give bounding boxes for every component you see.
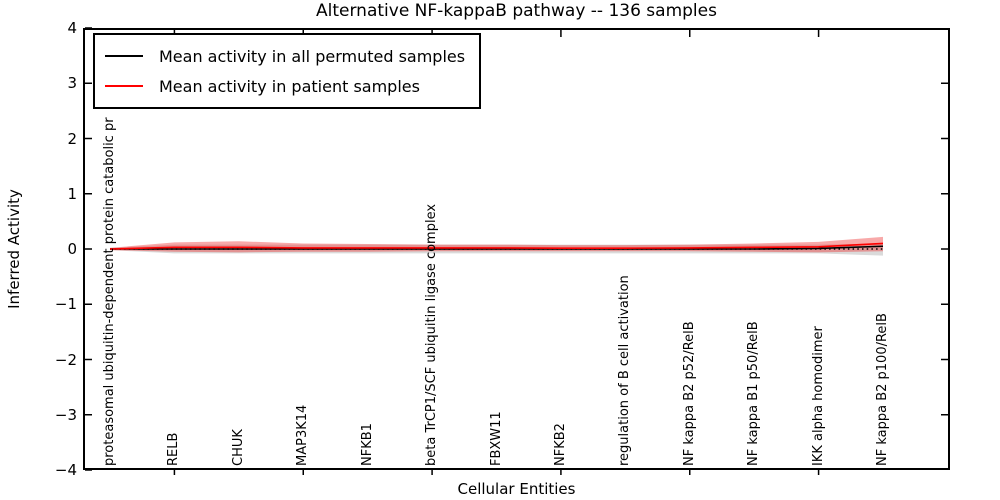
patient-samples-band <box>110 236 883 253</box>
y-tick-label: 2 <box>67 129 77 148</box>
legend-entry-permuted: Mean activity in all permuted samples <box>105 41 465 71</box>
x-tick-label: NF kappa B2 p100/RelB <box>875 313 890 466</box>
y-tick-label: −3 <box>54 405 77 424</box>
y-axis-label: Inferred Activity <box>5 189 23 309</box>
x-tick-label: MAP3K14 <box>295 404 311 466</box>
x-tick-label: CHUK <box>230 429 246 466</box>
x-tick-label: IKK alpha homodimer <box>810 326 826 466</box>
legend: Mean activity in all permuted samples Me… <box>93 33 482 109</box>
x-tick-label: RELB <box>166 432 182 466</box>
y-tick-label: 3 <box>67 74 77 93</box>
axes-spines <box>83 28 950 470</box>
red-line-swatch <box>105 85 143 87</box>
y-tick-label: 0 <box>67 240 77 258</box>
y-tick-label: 4 <box>67 19 77 37</box>
chart-title: Alternative NF-kappaB pathway -- 136 sam… <box>316 1 717 21</box>
legend-entry-patient: Mean activity in patient samples <box>105 71 465 101</box>
patient-mean-line <box>109 242 884 250</box>
x-tick-label: NFKB1 <box>359 423 375 466</box>
black-line-swatch <box>105 55 143 57</box>
legend-label-permuted: Mean activity in all permuted samples <box>159 46 466 66</box>
x-tick-label: NF kappa B2 p52/RelB <box>681 321 697 466</box>
x-tick-label: regulation of B cell activation <box>617 275 633 466</box>
x-axis-label: Cellular Entities <box>457 480 576 498</box>
plot-canvas <box>83 27 950 475</box>
y-tick-label: 1 <box>67 184 77 203</box>
x-tick-label: beta TrCP1/SCF ubiquitin ligase complex <box>424 203 440 466</box>
y-tick-label: −4 <box>54 461 77 479</box>
x-tick-label: FBXW11 <box>488 411 504 466</box>
y-tick-label: −1 <box>54 295 77 314</box>
permuted-mean-line <box>110 245 884 250</box>
x-tick-label: proteasomal ubiquitin-dependent protein … <box>102 117 117 466</box>
x-tick-label: NFKB2 <box>552 423 568 466</box>
y-tick-label: −2 <box>54 350 77 369</box>
x-tick-label: NF kappa B1 p50/RelB <box>746 321 762 466</box>
legend-label-patient: Mean activity in patient samples <box>159 76 420 96</box>
plot-area: proteasomal ubiquitin-dependent protein … <box>83 27 950 475</box>
